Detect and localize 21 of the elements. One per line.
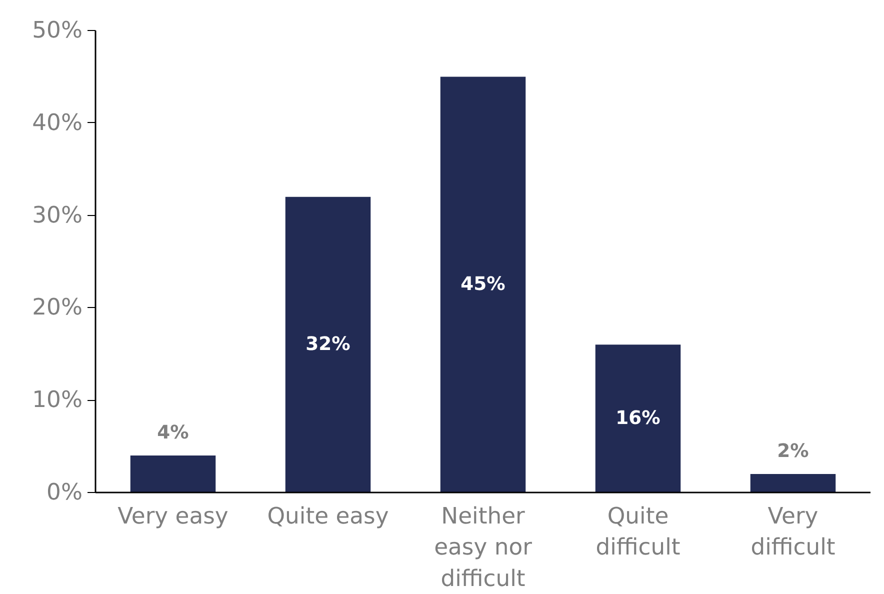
y-tick-label: 30% — [32, 202, 82, 228]
bar — [750, 474, 836, 492]
bar — [595, 344, 681, 492]
data-label: 45% — [460, 274, 506, 296]
data-label: 2% — [777, 441, 810, 462]
bar — [130, 456, 216, 492]
x-tick-label: Neither easy nor difficult — [434, 504, 533, 592]
x-tick-label: Quite easy — [267, 504, 389, 530]
y-tick-label: 0% — [46, 480, 83, 506]
data-label: 32% — [306, 334, 351, 356]
x-tick-label: Very difficult — [750, 504, 836, 561]
y-tick-label: 20% — [32, 294, 82, 321]
bar — [440, 76, 526, 492]
y-tick-label: 10% — [32, 387, 82, 414]
data-label: 16% — [616, 408, 661, 430]
x-tick-label: Quite difficult — [596, 504, 680, 561]
y-tick-label: 40% — [32, 110, 82, 136]
bar — [285, 196, 371, 492]
data-label: 4% — [157, 422, 190, 444]
y-tick-label: 50% — [32, 18, 82, 44]
x-tick-label: Very easy — [118, 504, 228, 530]
